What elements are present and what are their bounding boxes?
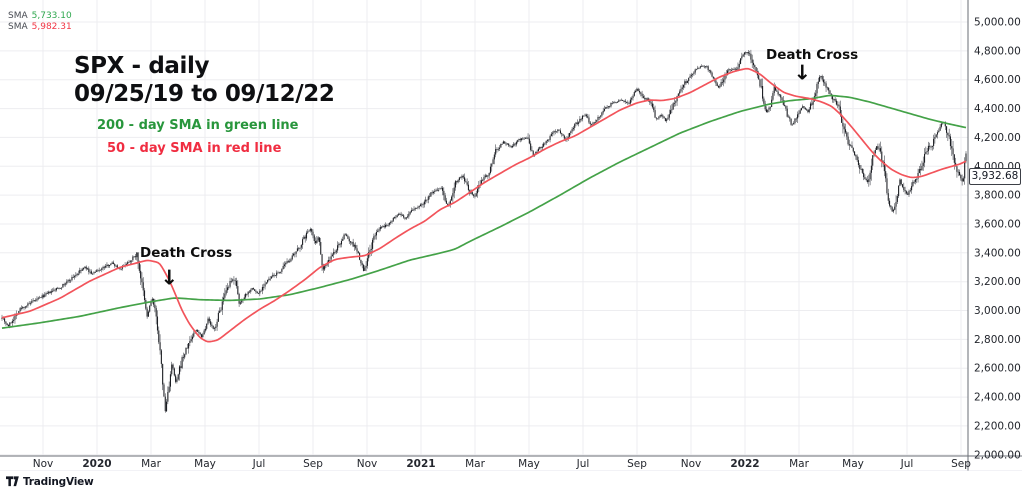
indicator-legend: SMA 5,733.10 SMA 5,982.31: [8, 11, 72, 32]
down-arrow-icon: ↓: [793, 61, 812, 86]
svg-text:Sep: Sep: [303, 458, 323, 470]
footer-bar: TradingView: [0, 471, 1022, 492]
svg-text:Mar: Mar: [789, 458, 809, 470]
gridlines: [0, 0, 968, 456]
y-axis-labels: 5,000.00 4,800.00 4,600.00 4,400.00 4,200.00…: [974, 17, 1021, 462]
svg-text:2,600.00: 2,600.00: [974, 363, 1021, 375]
sma-50-indicator-value: 5,982.31: [31, 21, 72, 32]
svg-text:3,600.00: 3,600.00: [974, 219, 1021, 231]
sma-50-legend-note: 50 - day SMA in red line: [107, 141, 282, 156]
chart-title: SPX - daily: [74, 53, 210, 79]
svg-text:4,200.00: 4,200.00: [974, 132, 1021, 144]
chart-date-range: 09/25/19 to 09/12/22: [74, 81, 335, 107]
svg-text:Sep: Sep: [951, 458, 971, 470]
svg-text:2,200.00: 2,200.00: [974, 420, 1021, 432]
brand-name: TradingView: [23, 475, 94, 488]
sma-50-indicator-label: SMA: [8, 21, 28, 32]
svg-text:3,400.00: 3,400.00: [974, 247, 1021, 259]
svg-text:Mar: Mar: [465, 458, 485, 470]
death-cross-annotation-2: Death Cross: [766, 47, 859, 63]
death-cross-annotation-1: Death Cross: [140, 245, 233, 261]
svg-text:Jul: Jul: [576, 458, 590, 470]
svg-text:May: May: [194, 458, 216, 470]
svg-text:2021: 2021: [406, 458, 435, 470]
svg-text:2,000.00: 2,000.00: [974, 449, 1021, 461]
x-axis-labels: Nov 2020 Mar May Jul Sep Nov 2021 Mar May Jul Sep No…: [33, 458, 971, 470]
svg-text:2020: 2020: [82, 458, 111, 470]
svg-text:5,000.00: 5,000.00: [974, 17, 1021, 29]
sma-200-legend-note: 200 - day SMA in green line: [97, 118, 299, 133]
sma-200-indicator-row[interactable]: SMA 5,733.10: [8, 11, 72, 22]
sma-200-indicator-value: 5,733.10: [31, 11, 72, 21]
svg-text:4,800.00: 4,800.00: [974, 45, 1021, 57]
svg-text:Jul: Jul: [252, 458, 266, 470]
chart-title-annotation: SPX - daily 09/25/19 to 09/12/22: [74, 52, 335, 108]
svg-text:Jul: Jul: [900, 458, 914, 470]
tradingview-logo-link[interactable]: TradingView: [6, 476, 94, 488]
svg-text:3,000.00: 3,000.00: [974, 305, 1021, 317]
svg-text:2,400.00: 2,400.00: [974, 392, 1021, 404]
svg-text:3,200.00: 3,200.00: [974, 276, 1021, 288]
svg-text:Sep: Sep: [627, 458, 647, 470]
sma-200-indicator-label: SMA: [8, 11, 28, 21]
svg-text:May: May: [518, 458, 540, 470]
sma-50-indicator-row[interactable]: SMA 5,982.31: [8, 22, 72, 33]
down-arrow-icon: ↓: [160, 266, 179, 291]
sma-200-line: [1, 94, 967, 329]
svg-text:Nov: Nov: [357, 458, 378, 470]
svg-text:3,800.00: 3,800.00: [974, 190, 1021, 202]
tradingview-logo-icon: [6, 476, 19, 487]
svg-text:4,600.00: 4,600.00: [974, 74, 1021, 86]
svg-text:Mar: Mar: [141, 458, 161, 470]
svg-text:Nov: Nov: [681, 458, 702, 470]
svg-text:Nov: Nov: [33, 458, 54, 470]
last-price-badge: 3,932.68: [969, 167, 1021, 185]
sma-50-line: [1, 67, 967, 343]
svg-text:2,800.00: 2,800.00: [974, 334, 1021, 346]
svg-text:May: May: [842, 458, 864, 470]
svg-text:4,400.00: 4,400.00: [974, 103, 1021, 115]
svg-text:2022: 2022: [730, 458, 759, 470]
